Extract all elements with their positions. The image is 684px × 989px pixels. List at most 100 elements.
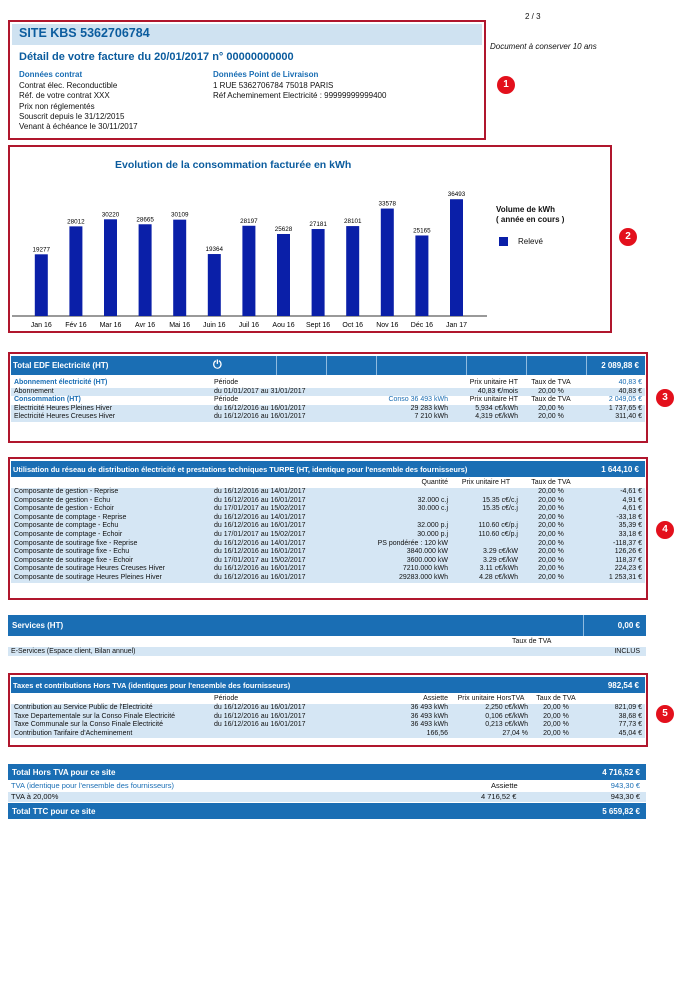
column-header: Prix unitaire HorsTVA	[451, 695, 531, 704]
cell: 20,00 %	[521, 413, 581, 422]
tva-total: 943,30 €	[610, 781, 640, 790]
header-divider	[586, 356, 587, 375]
bar-Oct 16	[346, 226, 360, 316]
plug-icon: ⏻	[213, 359, 222, 371]
chart-legend-title: Volume de kWh ( année en cours )	[496, 205, 565, 224]
cell: Composante de gestion - Reprise	[11, 488, 211, 497]
table-row: Abonnement électricité (HT) Période Prix…	[11, 379, 645, 388]
conso-total: 2 049,05 €	[581, 396, 645, 405]
table-row: Composante de soutirage fixe - Echoir du …	[11, 556, 645, 566]
tva-label: Taux de TVA	[521, 396, 581, 405]
data-label: 28012	[67, 218, 85, 225]
cell: 3.11 c€/kWh	[451, 565, 521, 574]
cell: Composante de soutirage Heures Creuses H…	[11, 565, 211, 574]
cell: 45,04 €	[581, 729, 645, 739]
cell: -4,61 €	[581, 488, 645, 497]
cell: -118,37 €	[581, 539, 645, 549]
cell: 40,83 €	[581, 387, 645, 397]
cell: Composante de gestion - Echoir	[11, 505, 211, 514]
conso-value: Conso 36 493 kWh	[361, 396, 451, 405]
cell: du 16/12/2016 au 16/01/2017	[211, 413, 361, 422]
data-label: 33578	[379, 201, 397, 208]
total-ttc-bar: Total TTC pour ce site 5 659,82 €	[8, 803, 646, 819]
cell: du 16/12/2016 au 16/01/2017	[211, 496, 351, 506]
cell: du 16/12/2016 au 16/01/2017	[211, 712, 351, 722]
table-row: Contribution Tarifaire d'Acheminement 166…	[11, 729, 645, 739]
table-row: Composante de soutirage Heures Pleines H…	[11, 573, 645, 583]
section-2-box	[8, 145, 612, 333]
delivery-heading: Données Point de Livraison	[213, 70, 319, 79]
taxes-rows: Contribution au Service Public de l'Elec…	[11, 704, 645, 739]
delivery-line: Réf Acheminement Electricité : 999999999…	[213, 91, 387, 101]
taxes-table-header: Période Assiette Prix unitaire HorsTVA T…	[11, 695, 645, 704]
cell: 20,00 %	[531, 712, 581, 722]
tva-rate-value: 943,30 €	[610, 792, 640, 801]
cell: Composante de comptage - Echoir	[11, 530, 211, 540]
tva-row: TVA (identique pour l'ensemble des fourn…	[8, 781, 646, 791]
cell: 40,83 €/mois	[451, 387, 521, 397]
bar-Avr 16	[138, 224, 152, 316]
cell	[361, 387, 451, 397]
cell: 30.000 p.j	[351, 530, 451, 540]
tva-rate-row: TVA à 20,00% 4 716,52 € 943,30 €	[8, 792, 646, 802]
tick-label: Aou 16	[272, 322, 294, 329]
cell: 27,04 %	[451, 729, 531, 739]
cell: 821,09 €	[581, 704, 645, 713]
cell: 20,00 %	[521, 548, 581, 557]
tick-label: Avr 16	[135, 322, 155, 329]
cell: -33,18 €	[581, 513, 645, 523]
total-ttc-value: 5 659,82 €	[602, 807, 640, 816]
cell: 0,213 c€/kWh	[451, 721, 531, 730]
cell: 3.29 c€/kW	[451, 548, 521, 557]
column-header: Taux de TVA	[531, 695, 581, 704]
header-divider	[326, 356, 327, 375]
contract-line: Venant à échéance le 30/11/2017	[19, 122, 138, 132]
badge-4: 4	[656, 521, 674, 539]
data-label: 28665	[136, 216, 154, 223]
contract-line: Contrat élec. Reconductible	[19, 81, 118, 90]
cell: du 16/12/2016 au 16/01/2017	[211, 721, 351, 730]
bar-Juil 16	[242, 225, 256, 316]
cell: du 16/12/2016 au 16/01/2017	[211, 548, 351, 557]
cell: 2,250 c€/kWh	[451, 704, 531, 713]
tick-label: Mai 16	[169, 322, 190, 329]
data-label: 28101	[344, 218, 362, 225]
cell: Taxe Departementale sur la Conso Finale …	[11, 712, 211, 722]
column-header: Assiette	[351, 695, 451, 704]
pu-label: Prix unitaire HT	[451, 396, 521, 405]
section-3-box	[8, 352, 648, 443]
header-divider	[583, 615, 584, 636]
cell	[351, 513, 451, 523]
cell: 20,00 %	[521, 496, 581, 506]
total-hors-tva-label: Total Hors TVA pour ce site	[12, 768, 116, 777]
cell	[451, 513, 521, 523]
cell	[211, 729, 351, 739]
table-row: Consommation (HT) Période Conso 36 493 k…	[11, 396, 645, 405]
badge-5: 5	[656, 705, 674, 723]
data-label: 27181	[309, 221, 327, 228]
contract-info: Contrat élec. Reconductible Réf. de votr…	[19, 81, 138, 132]
tick-label: Mar 16	[100, 322, 122, 329]
cell: du 16/12/2016 au 16/01/2017	[211, 404, 361, 414]
table-row: Contribution au Service Public de l'Elec…	[11, 704, 645, 713]
cell: 36 493 kWh	[351, 721, 451, 730]
table-row: Composante de soutirage fixe - Echu du 16…	[11, 548, 645, 557]
tick-label: Nov 16	[376, 322, 398, 329]
taxes-header: Taxes et contributions Hors TVA (identiq…	[11, 677, 645, 693]
delivery-info: 1 RUE 5362706784 75018 PARIS Réf Achemin…	[213, 81, 386, 102]
cell: 1 253,31 €	[581, 573, 645, 583]
taxes-total: 982,54 €	[607, 681, 639, 690]
table-row: Composante de gestion - Echoir du 17/01/2…	[11, 505, 645, 514]
tick-label: Déc 16	[411, 322, 433, 329]
header-divider	[466, 356, 467, 375]
cell: 20,00 %	[521, 404, 581, 414]
cell: 20,00 %	[521, 539, 581, 549]
periode-label: Période	[211, 379, 361, 388]
cell: 7 210 kWh	[361, 413, 451, 422]
services-label: E-Services (Espace client, Bilan annuel)	[11, 648, 136, 655]
cell: 32.000 c.j	[351, 496, 451, 506]
column-header: Prix unitaire HT	[451, 479, 521, 488]
cell: Taxe Communale sur la Conso Finale Elect…	[11, 721, 211, 730]
cell: 36 493 kWh	[351, 712, 451, 722]
data-label: 30220	[102, 211, 120, 218]
